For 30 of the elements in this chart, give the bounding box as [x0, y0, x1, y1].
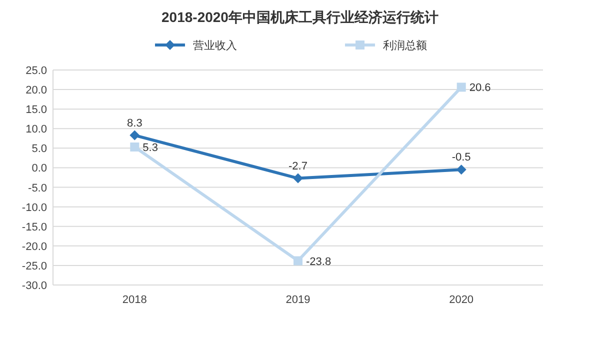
y-tick-label: 20.0	[26, 84, 47, 97]
y-tick-label: -20.0	[22, 240, 47, 253]
y-tick-label: -10.0	[22, 202, 47, 214]
y-tick-label: 5.0	[32, 143, 47, 156]
data-label: 20.6	[469, 82, 491, 94]
x-tick-label: 2020	[449, 294, 474, 306]
point	[294, 256, 302, 266]
y-tick-label: 10.0	[26, 124, 47, 136]
y-tick-label: -15.0	[22, 221, 47, 234]
y-tick-label: 25.0	[26, 65, 47, 77]
point	[130, 142, 140, 152]
y-tick-label: -5.0	[28, 182, 47, 194]
y-tick-label: 0.0	[32, 162, 47, 175]
point	[456, 82, 466, 92]
data-label: -0.5	[452, 152, 471, 164]
point	[130, 130, 140, 140]
data-label: 8.3	[127, 117, 142, 130]
y-tick-label: -30.0	[22, 280, 47, 292]
legend-label: 营业收入	[193, 39, 237, 52]
x-tick-label: 2019	[286, 294, 310, 306]
legend-label: 利润总额	[383, 39, 427, 52]
chart-title: 2018-2020年中国机床工具行业经济运行统计	[162, 9, 438, 25]
y-tick-label: -25.0	[22, 260, 47, 272]
data-label: -23.8	[306, 256, 332, 268]
x-tick-label: 2018	[122, 294, 147, 306]
data-label: -2.7	[288, 160, 308, 172]
data-label: 5.3	[142, 142, 158, 154]
y-tick-label: 15.0	[26, 104, 47, 116]
point	[456, 164, 466, 175]
point	[293, 173, 303, 184]
